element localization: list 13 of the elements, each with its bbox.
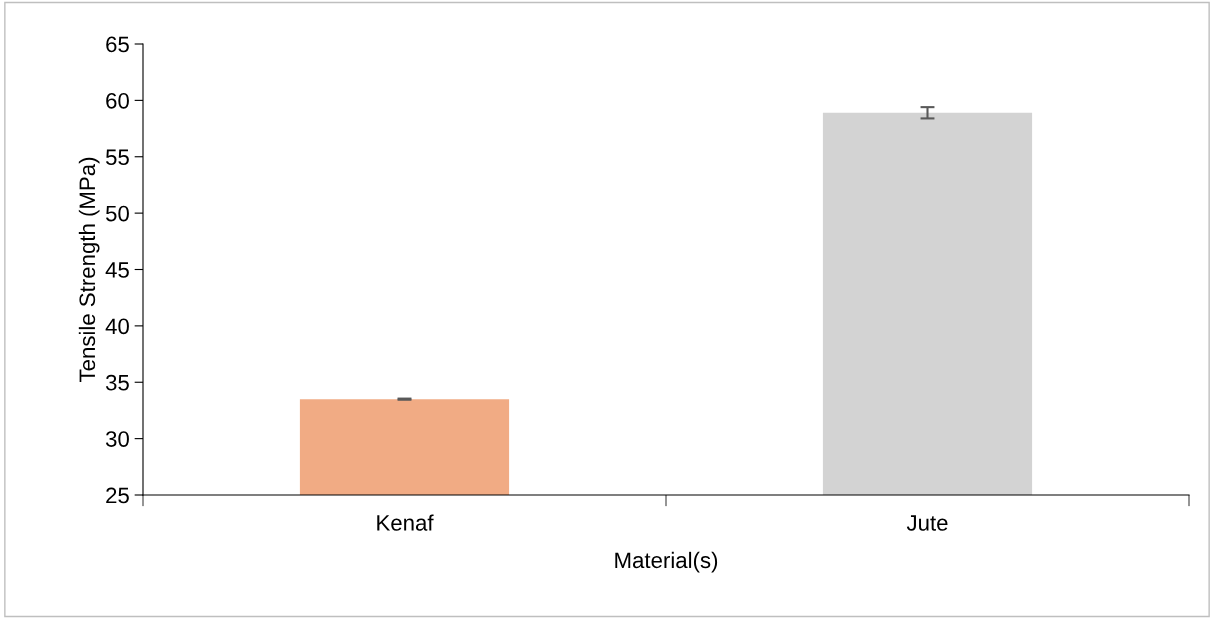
y-axis-title: Tensile Strength (MPa) [78,157,100,382]
y-tick-label: 40 [105,318,129,335]
y-tick-label: 35 [105,374,129,391]
y-tick-label: 25 [106,487,129,504]
x-tick-label: Jute [906,515,948,531]
x-axis-title: Material(s) [615,551,718,573]
x-tick-label: Kenaf [377,514,434,531]
y-tick-label: 65 [106,36,129,53]
y-tick-label: 45 [105,262,129,278]
y-tick-label: 60 [106,92,129,109]
y-tick-label: 50 [105,205,129,222]
y-tick-label: 30 [105,431,129,447]
y-tick-label: 55 [105,149,129,166]
